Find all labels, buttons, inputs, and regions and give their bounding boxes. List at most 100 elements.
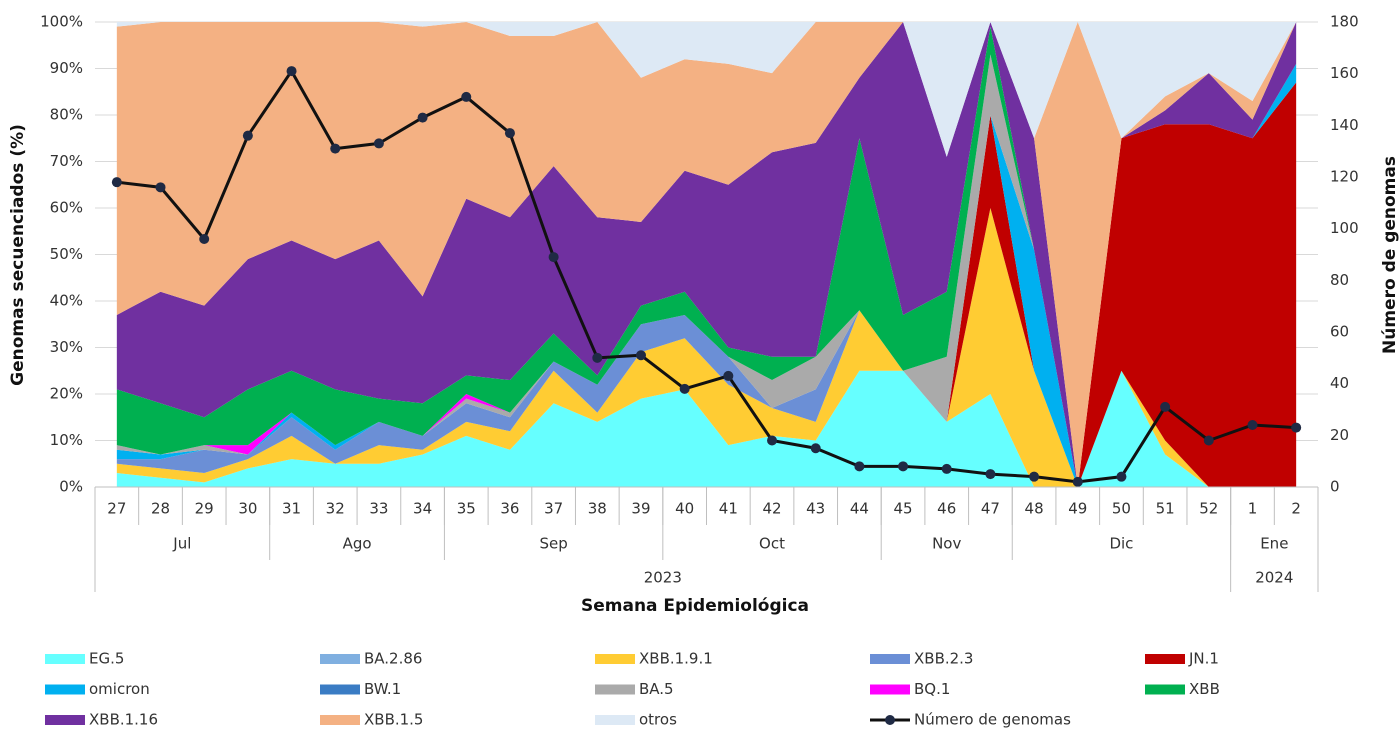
- legend-swatch: [320, 654, 360, 664]
- x-tick-label: 31: [282, 500, 301, 518]
- legend-marker: [885, 715, 895, 725]
- x-tick-label: 47: [981, 500, 1000, 518]
- area: [116, 63, 1297, 487]
- x-tick-label: 2: [1291, 500, 1301, 518]
- marker: [592, 352, 603, 363]
- x-tick-label: 51: [1156, 500, 1175, 518]
- legend-label: BW.1: [364, 680, 401, 698]
- x-tick-label: 36: [500, 500, 519, 518]
- marker: [199, 234, 210, 244]
- x-tick-label: 45: [894, 500, 913, 518]
- y2-tick-label: 40: [1330, 374, 1349, 392]
- marker: [504, 128, 515, 139]
- legend-label: XBB.1.9.1: [639, 650, 713, 668]
- month-label: Oct: [759, 535, 785, 553]
- x-tick-label: 50: [1112, 500, 1131, 518]
- legend-swatch: [45, 654, 85, 664]
- x-tick-label: 34: [413, 500, 432, 518]
- x-tick-label: 33: [369, 500, 388, 518]
- legend-label: Número de genomas: [914, 711, 1071, 729]
- x-tick-label: 32: [326, 500, 345, 518]
- legend-swatch: [1145, 654, 1185, 664]
- y2-tick-label: 20: [1330, 426, 1349, 444]
- month-label: Jul: [172, 535, 191, 553]
- x-tick-label: 35: [457, 500, 476, 518]
- legend-label: BA.2.86: [364, 650, 422, 668]
- x-tick-label: 38: [588, 500, 607, 518]
- marker: [330, 143, 341, 154]
- legend-swatch: [595, 654, 635, 664]
- x-tick-label: 42: [762, 500, 781, 518]
- marker: [1029, 471, 1040, 482]
- y-tick-label: 0%: [59, 478, 83, 496]
- y-tick-label: 20%: [50, 385, 83, 403]
- area: [116, 370, 1297, 487]
- x-tick-label: 46: [937, 500, 956, 518]
- x-tick-label: 43: [806, 500, 825, 518]
- marker: [1203, 435, 1214, 446]
- x-tick-label: 1: [1248, 500, 1258, 518]
- marker: [461, 91, 472, 102]
- legend-label: XBB.2.3: [914, 650, 973, 668]
- legend-swatch: [45, 684, 85, 695]
- legend-swatch: [595, 684, 635, 695]
- y-tick-label: 70%: [50, 152, 83, 170]
- area: [116, 208, 1297, 487]
- marker: [1072, 476, 1083, 487]
- x-tick-label: 40: [675, 500, 694, 518]
- marker: [1247, 420, 1258, 430]
- y2-tick-label: 60: [1330, 323, 1349, 341]
- marker: [417, 112, 428, 123]
- month-label: Ene: [1260, 535, 1288, 553]
- y-tick-label: 50%: [50, 245, 83, 263]
- month-label: Dic: [1109, 535, 1133, 553]
- legend-label: XBB.1.5: [364, 711, 423, 729]
- legend-label: otros: [639, 711, 677, 729]
- marker: [242, 130, 253, 141]
- y2-tick-label: 100: [1330, 219, 1359, 237]
- legend-label: omicron: [89, 680, 150, 698]
- y-tick-label: 30%: [50, 338, 83, 356]
- area: [116, 208, 1297, 487]
- x-tick-label: 41: [719, 500, 738, 518]
- legend-label: BA.5: [639, 680, 674, 698]
- month-label: Sep: [539, 535, 567, 553]
- y-tick-label: 10%: [50, 431, 83, 449]
- y-tick-label: 100%: [40, 13, 83, 31]
- y2-tick-label: 180: [1330, 13, 1359, 31]
- marker: [767, 435, 778, 446]
- marker: [810, 443, 821, 454]
- legend-swatch: [870, 684, 910, 695]
- x-axis-title: Semana Epidemiológica: [581, 596, 809, 616]
- area: [116, 26, 1297, 488]
- y2-tick-label: 0: [1330, 478, 1340, 496]
- legend-label: XBB.1.16: [89, 711, 158, 729]
- legend-label: JN.1: [1188, 650, 1219, 668]
- year-label: 2023: [644, 569, 682, 587]
- year-label: 2024: [1255, 569, 1293, 587]
- x-tick-label: 49: [1068, 500, 1087, 518]
- x-tick-label: 28: [151, 500, 170, 518]
- legend-label: XBB: [1189, 680, 1220, 698]
- x-tick-label: 37: [544, 500, 563, 518]
- x-tick-label: 27: [107, 500, 126, 518]
- legend-swatch: [595, 715, 635, 725]
- y2-tick-label: 80: [1330, 271, 1349, 289]
- marker: [635, 350, 646, 361]
- legend-swatch: [45, 715, 85, 725]
- area: [116, 22, 1297, 487]
- line: [116, 68, 1297, 484]
- marker: [1116, 471, 1127, 482]
- marker: [373, 138, 384, 149]
- legend-label: EG.5: [89, 650, 124, 668]
- marker: [723, 370, 734, 381]
- y2-axis-title: Número de genomas: [1380, 156, 1400, 354]
- x-tick-label: 30: [238, 500, 257, 518]
- y-tick-label: 60%: [50, 199, 83, 217]
- marker: [854, 461, 865, 472]
- x-tick-label: 39: [631, 500, 650, 518]
- x-tick-label: 52: [1199, 500, 1218, 518]
- x-tick-label: 29: [195, 500, 214, 518]
- y2-tick-label: 160: [1330, 64, 1359, 82]
